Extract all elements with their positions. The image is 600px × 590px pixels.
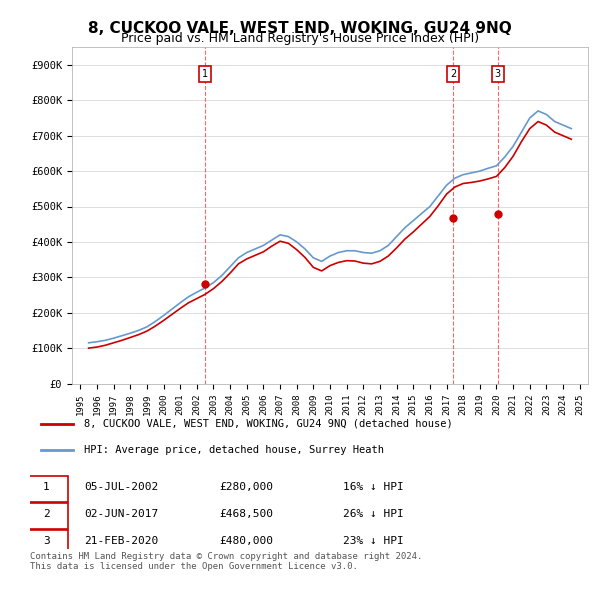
Text: 23% ↓ HPI: 23% ↓ HPI: [343, 536, 404, 546]
Text: Price paid vs. HM Land Registry's House Price Index (HPI): Price paid vs. HM Land Registry's House …: [121, 32, 479, 45]
Text: £480,000: £480,000: [219, 536, 273, 546]
Text: £280,000: £280,000: [219, 483, 273, 492]
FancyBboxPatch shape: [25, 530, 68, 556]
Text: 1: 1: [43, 483, 50, 492]
Text: 1: 1: [202, 69, 208, 79]
Text: Contains HM Land Registry data © Crown copyright and database right 2024.
This d: Contains HM Land Registry data © Crown c…: [30, 552, 422, 571]
Text: 26% ↓ HPI: 26% ↓ HPI: [343, 509, 404, 519]
Text: 2: 2: [451, 69, 457, 79]
Text: 8, CUCKOO VALE, WEST END, WOKING, GU24 9NQ (detached house): 8, CUCKOO VALE, WEST END, WOKING, GU24 9…: [84, 419, 453, 428]
Text: £468,500: £468,500: [219, 509, 273, 519]
Text: 02-JUN-2017: 02-JUN-2017: [84, 509, 158, 519]
Text: 3: 3: [43, 536, 50, 546]
FancyBboxPatch shape: [25, 503, 68, 529]
Text: 3: 3: [495, 69, 501, 79]
Text: HPI: Average price, detached house, Surrey Heath: HPI: Average price, detached house, Surr…: [84, 445, 384, 454]
FancyBboxPatch shape: [25, 476, 68, 502]
Text: 2: 2: [43, 509, 50, 519]
Text: 16% ↓ HPI: 16% ↓ HPI: [343, 483, 404, 492]
Text: 05-JUL-2002: 05-JUL-2002: [84, 483, 158, 492]
Text: 8, CUCKOO VALE, WEST END, WOKING, GU24 9NQ: 8, CUCKOO VALE, WEST END, WOKING, GU24 9…: [88, 21, 512, 35]
Text: 21-FEB-2020: 21-FEB-2020: [84, 536, 158, 546]
